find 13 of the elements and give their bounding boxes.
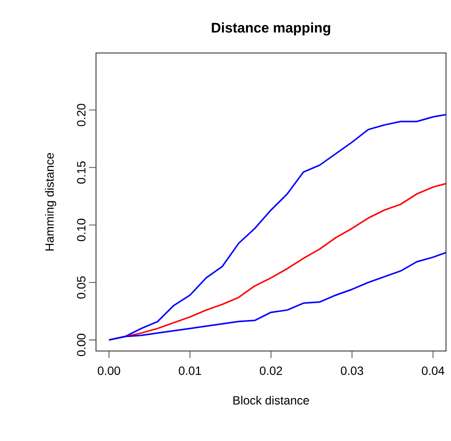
- x-axis-title: Block distance: [233, 396, 309, 405]
- x-tick-label: 0.00: [98, 366, 120, 375]
- y-tick-label: 0.05: [77, 276, 86, 299]
- x-tick-label: 0.02: [260, 366, 282, 375]
- y-tick-label: 0.15: [77, 161, 86, 184]
- y-tick-label: 0.20: [77, 104, 86, 126]
- y-tick-label: 0.00: [77, 334, 86, 356]
- x-tick-label: 0.03: [340, 366, 364, 375]
- x-tick-label: 0.04: [422, 366, 444, 375]
- x-tick-label: 0.01: [178, 366, 202, 375]
- y-axis-title: Hamming distance: [45, 153, 56, 250]
- y-tick-label: 0.10: [77, 218, 86, 242]
- chart-title: Distance mapping: [212, 22, 330, 36]
